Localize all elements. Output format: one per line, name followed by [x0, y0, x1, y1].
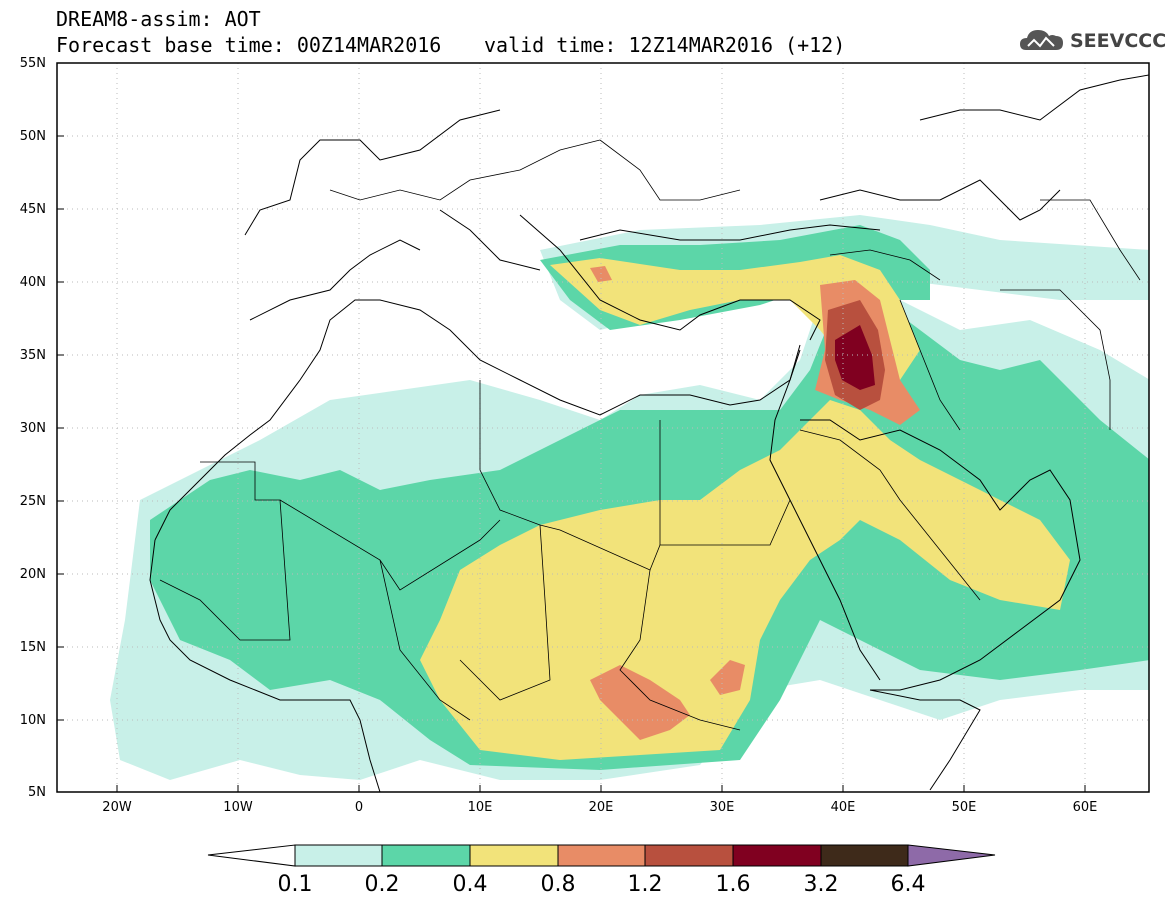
axis-ticks	[57, 135, 1086, 792]
lon-label: 30E	[709, 800, 735, 815]
graticule	[57, 63, 1149, 792]
lon-label: 50E	[951, 800, 977, 815]
aot-band-1.6	[835, 325, 875, 390]
colorbar-segment-under	[207, 844, 296, 867]
colorbar-label: 1.2	[627, 872, 663, 897]
lat-label: 55N	[19, 56, 46, 71]
colorbar-label: 0.2	[364, 872, 400, 897]
colorbar-segment-over	[907, 844, 996, 867]
lon-label: 0	[354, 800, 364, 815]
aot-band-0.8-b	[710, 660, 745, 695]
lat-label: 35N	[19, 348, 46, 363]
colorbar-segment-1	[294, 844, 383, 867]
aot-shading	[110, 215, 1149, 780]
colorbar-label: 0.8	[540, 872, 576, 897]
forecast-base-time: Forecast base time: 00Z14MAR2016	[56, 33, 442, 57]
colorbar-label: 3.2	[803, 872, 839, 897]
lat-label: 25N	[19, 494, 46, 509]
colorbar-label: 0.1	[277, 872, 313, 897]
colorbar-segment-7	[820, 844, 909, 867]
seevccc-logo: SEEVCCC	[1018, 24, 1165, 58]
aot-band-0.8	[590, 665, 690, 740]
lat-label: 45N	[19, 202, 46, 217]
colorbar-segment-4	[557, 844, 646, 867]
country-borders	[159, 139, 1141, 731]
lon-label: 40E	[830, 800, 856, 815]
lon-label: 20E	[588, 800, 614, 815]
colorbar-label: 1.6	[715, 872, 751, 897]
map-title: DREAM8-assim: AOT	[56, 7, 261, 31]
lon-label: 20W	[102, 800, 132, 815]
valid-time: valid time: 12Z14MAR2016 (+12)	[484, 33, 846, 57]
aot-band-0.4	[420, 400, 1070, 760]
lat-label: 5N	[28, 785, 46, 800]
cloud-icon	[1020, 30, 1063, 50]
colorbar-label: 0.4	[452, 872, 488, 897]
colorbar-segment-2	[381, 844, 471, 867]
lat-label: 50N	[19, 129, 46, 144]
lon-label: 60E	[1072, 800, 1098, 815]
colorbar-segment-6	[732, 844, 822, 867]
lat-label: 30N	[19, 421, 46, 436]
lat-label: 40N	[19, 275, 46, 290]
lat-label: 20N	[19, 567, 46, 582]
lat-label: 10N	[19, 713, 46, 728]
coastlines	[149, 74, 1149, 792]
colorbar	[207, 844, 996, 867]
colorbar-segment-5	[644, 844, 734, 867]
logo-text: SEEVCCC	[1070, 30, 1165, 52]
colorbar-label: 6.4	[890, 872, 926, 897]
lon-label: 10E	[467, 800, 493, 815]
lon-label: 10W	[223, 800, 253, 815]
lat-label: 15N	[19, 640, 46, 655]
colorbar-segment-3	[469, 844, 559, 867]
